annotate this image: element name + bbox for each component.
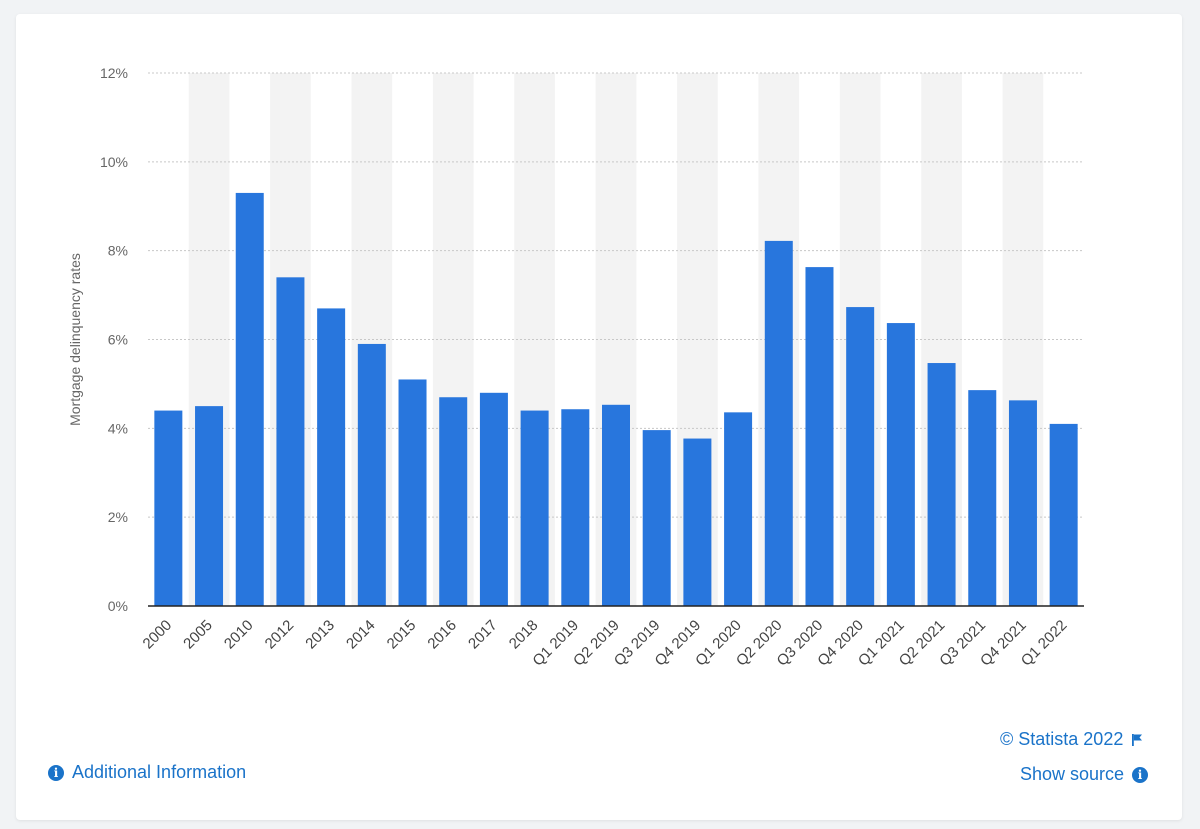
bar[interactable] [317,308,346,606]
bar[interactable] [1008,400,1037,606]
bar[interactable] [561,409,590,606]
y-tick-label: 10% [100,154,128,170]
bar[interactable] [276,277,305,606]
bar[interactable] [968,390,997,606]
bar[interactable] [154,410,183,606]
bar[interactable] [724,412,753,606]
y-tick-label: 8% [108,243,128,259]
x-tick-label: 2000 [140,617,176,653]
y-tick-label: 6% [108,332,128,348]
x-tick-label: 2017 [465,617,501,653]
bar[interactable] [886,323,915,606]
additional-information-label: Additional Information [72,762,247,782]
y-tick-label: 0% [108,598,128,614]
x-tick-label: 2018 [506,617,542,653]
info-icon: i [48,764,64,781]
bar[interactable] [195,406,224,606]
bar[interactable] [357,343,386,606]
bar[interactable] [439,397,468,606]
x-tick-label: 2010 [221,617,257,653]
x-tick-label: 2012 [262,617,298,653]
bar[interactable] [520,410,549,606]
show-source-link[interactable]: Show source i [1020,764,1149,785]
x-tick-label: 2014 [343,617,379,653]
statista-copyright[interactable]: © Statista 2022 [1000,729,1143,750]
bar[interactable] [846,307,875,606]
bar[interactable] [683,438,712,606]
x-tick-label: 2013 [302,617,338,653]
additional-information-link[interactable]: i Additional Information [48,762,246,783]
bar[interactable] [642,430,671,606]
y-axis-label: Mortgage delinquency rates [67,253,83,426]
y-tick-label: 4% [108,420,128,436]
bar[interactable] [805,267,834,606]
bar[interactable] [479,392,508,606]
show-source-label: Show source [1020,764,1125,784]
copyright-text: © Statista 2022 [1000,729,1124,749]
info-icon: i [1132,766,1149,783]
x-tick-label: 2016 [424,617,460,653]
bar[interactable] [1049,423,1078,606]
flag-icon [1132,733,1143,746]
bar[interactable] [927,363,956,606]
x-tick-label: 2005 [180,617,216,653]
bar[interactable] [602,404,630,606]
bar[interactable] [398,379,427,606]
y-tick-label: 2% [108,509,128,525]
bar-chart: 0%2%4%6%8%10%12% 2000 2005 2010 2012 2013 201… [67,65,1084,670]
bar[interactable] [235,192,264,607]
bar[interactable] [764,240,793,606]
x-tick-label: 2015 [384,617,420,653]
y-tick-label: 12% [100,65,128,81]
